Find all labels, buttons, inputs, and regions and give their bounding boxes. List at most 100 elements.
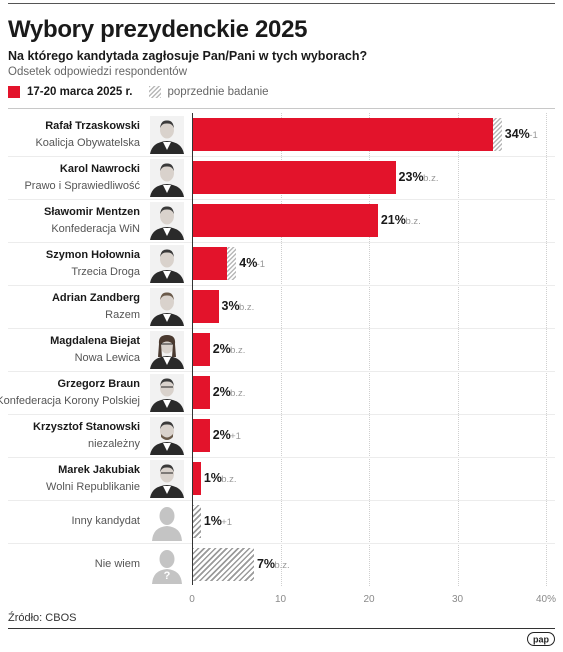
- candidate-photo: [150, 373, 184, 412]
- value-label: 2%: [212, 341, 231, 356]
- candidate-name: Szymon Hołownia: [45, 248, 140, 261]
- x-tick-label: 30: [451, 594, 464, 605]
- value-label: 4%: [239, 255, 258, 270]
- source-note: Źródło: CBOS: [8, 612, 77, 624]
- candidate-photo: [150, 158, 184, 197]
- bar: [192, 505, 201, 538]
- pap-logo: pap: [527, 632, 555, 646]
- value-label: 34%: [504, 126, 530, 141]
- candidate-party: Prawo i Sprawiedliwość: [24, 179, 140, 192]
- bar: [192, 161, 396, 194]
- row-separator: [8, 543, 555, 544]
- candidate-name: Marek Jakubiak: [58, 463, 140, 476]
- x-axis-baseline: [192, 113, 193, 585]
- candidate-photo: [150, 459, 184, 498]
- x-tick-label: 40%: [535, 594, 557, 605]
- bar: [192, 204, 378, 237]
- page-title: Wybory prezydenckie 2025: [8, 16, 308, 43]
- candidate-party: Koalicja Obywatelska: [35, 136, 140, 149]
- row-separator: [8, 156, 555, 157]
- value-label: 21%: [380, 212, 406, 227]
- bar: [192, 548, 254, 581]
- bar: [192, 419, 210, 452]
- legend-previous-swatch: [148, 86, 161, 98]
- change-label: +1: [221, 516, 233, 528]
- row-separator: [8, 328, 555, 329]
- change-label: b.z.: [221, 473, 237, 485]
- footer-rule: [8, 628, 555, 629]
- header-separator: [8, 108, 555, 109]
- legend-current-label: 17-20 marca 2025 r.: [27, 86, 133, 98]
- x-tick-label: 20: [363, 594, 375, 605]
- chart-note: Odsetek odpowiedzi respondentów: [8, 66, 188, 78]
- gridline: [457, 113, 459, 586]
- change-label: b.z.: [230, 344, 246, 356]
- gridline: [280, 113, 282, 586]
- candidate-name: Rafał Trzaskowski: [45, 119, 140, 132]
- candidate-photo: [150, 287, 184, 326]
- row-separator: [8, 242, 555, 243]
- bar: [192, 118, 493, 151]
- candidate-photo: [150, 330, 184, 369]
- candidate-name: Grzegorz Braun: [57, 377, 140, 390]
- pap-logo-text: pap: [533, 634, 550, 644]
- change-label: b.z.: [238, 301, 255, 313]
- candidate-name: Inny kandydat: [71, 514, 141, 527]
- row-separator: [8, 457, 555, 458]
- silhouette-icon: ?: [150, 546, 184, 584]
- x-tick-label: 0: [189, 594, 195, 605]
- legend: 17-20 marca 2025 r. poprzednie badanie: [8, 85, 269, 99]
- change-label: +1: [230, 430, 241, 442]
- row-separator: [8, 414, 555, 415]
- candidate-name: Nie wiem: [94, 557, 140, 570]
- change-label: b.z.: [405, 215, 421, 227]
- value-label: 7%: [256, 556, 276, 571]
- candidate-photo: [150, 416, 184, 455]
- value-label: 2%: [212, 427, 231, 442]
- candidate-party: Konfederacja WiN: [51, 222, 140, 235]
- legend-current-swatch: [8, 86, 20, 98]
- candidate-party: niezależny: [88, 437, 140, 450]
- candidate-name: Adrian Zandberg: [51, 291, 140, 304]
- candidate-photo: [150, 244, 184, 283]
- bar: [192, 376, 210, 409]
- candidate-party: Nowa Lewica: [74, 351, 140, 364]
- legend-previous-label: poprzednie badanie: [167, 86, 269, 98]
- candidate-party: Trzecia Droga: [71, 265, 140, 278]
- top-rule: [8, 3, 555, 4]
- change-label: b.z.: [274, 559, 290, 571]
- silhouette-icon: [150, 503, 184, 541]
- bar: [192, 247, 228, 280]
- candidate-party: Razem: [105, 308, 140, 321]
- value-label: 1%: [203, 513, 222, 528]
- candidate-party: Konfederacja Korony Polskiej: [0, 394, 140, 407]
- gridline: [546, 113, 547, 586]
- row-separator: [8, 199, 555, 200]
- bar: [192, 333, 210, 366]
- value-label: 2%: [212, 384, 231, 399]
- change-label: b.z.: [423, 172, 439, 184]
- candidate-name: Karol Nawrocki: [59, 162, 140, 175]
- value-label: 3%: [221, 298, 240, 313]
- value-label: 23%: [398, 169, 424, 184]
- value-label: 1%: [203, 470, 222, 485]
- candidate-photo: [150, 201, 184, 240]
- bar: [192, 462, 201, 495]
- chart-subtitle: Na którego kandytada zagłosuje Pan/Pani …: [8, 49, 368, 63]
- row-separator: [8, 371, 555, 372]
- candidate-name: Krzysztof Stanowski: [33, 420, 140, 433]
- bar: [192, 290, 219, 323]
- candidate-name: Magdalena Biejat: [50, 334, 140, 347]
- gridline: [369, 113, 370, 586]
- row-separator: [8, 500, 555, 501]
- candidate-photo: [150, 115, 184, 154]
- question-mark-glyph: ?: [164, 570, 171, 582]
- x-tick-label: 10: [274, 594, 287, 605]
- change-label: -1: [529, 129, 538, 141]
- change-label: -1: [256, 258, 266, 270]
- row-separator: [8, 285, 555, 286]
- candidate-party: Wolni Republikanie: [46, 480, 140, 493]
- change-label: b.z.: [230, 387, 246, 399]
- candidate-name: Sławomir Mentzen: [44, 205, 140, 218]
